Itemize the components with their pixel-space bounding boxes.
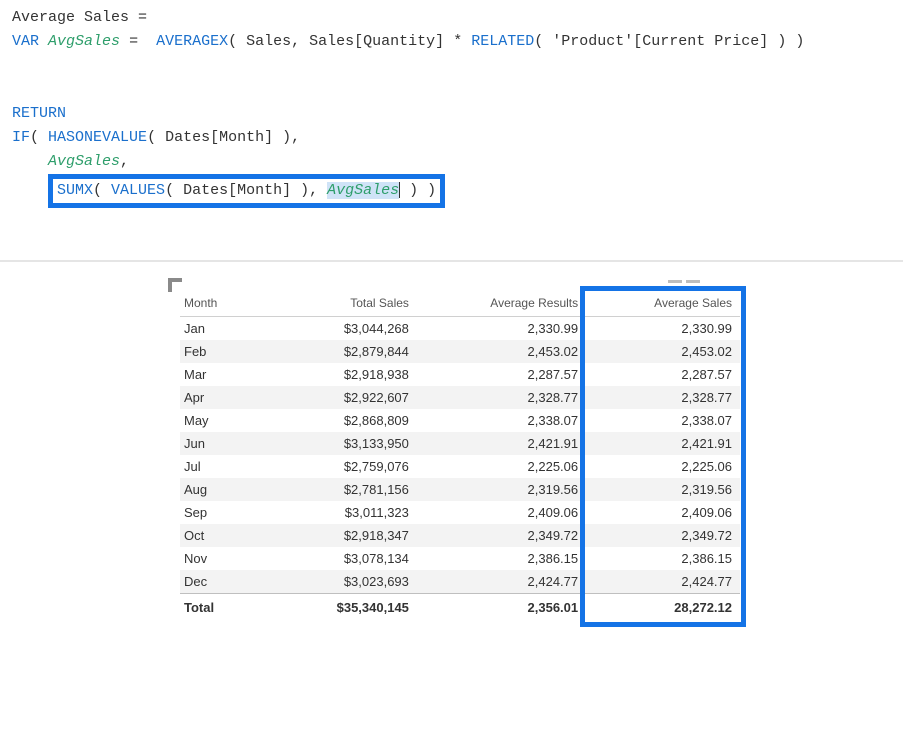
cell-avg-sales: 2,287.57 (586, 363, 740, 386)
cell-avg-sales: 2,319.56 (586, 478, 740, 501)
cell-total-sales: $2,781,156 (263, 478, 417, 501)
cell-avg-results: 2,225.06 (417, 455, 586, 478)
col-header-avg-sales[interactable]: Average Sales (586, 290, 740, 317)
cell-avg-results: 2,338.07 (417, 409, 586, 432)
cell-month: Dec (180, 570, 263, 594)
related-fn: RELATED (471, 33, 534, 50)
table-row[interactable]: Jul$2,759,0762,225.062,225.06 (180, 455, 740, 478)
cell-avg-sales: 2,328.77 (586, 386, 740, 409)
hasonevalue-fn: HASONEVALUE (48, 129, 147, 146)
cell-avg-sales: 2,424.77 (586, 570, 740, 594)
table-row[interactable]: Aug$2,781,1562,319.562,319.56 (180, 478, 740, 501)
cell-avg-sales: 2,338.07 (586, 409, 740, 432)
cell-month: Oct (180, 524, 263, 547)
cell-month: Feb (180, 340, 263, 363)
table-row[interactable]: Mar$2,918,9382,287.572,287.57 (180, 363, 740, 386)
cell-month: May (180, 409, 263, 432)
cell-month: Jan (180, 317, 263, 341)
table-visual[interactable]: Month Total Sales Average Results Averag… (180, 290, 740, 619)
cell-month: Jul (180, 455, 263, 478)
cell-avg-results: 2,409.06 (417, 501, 586, 524)
cell-avg-results: 2,287.57 (417, 363, 586, 386)
var-declare: AvgSales (48, 33, 120, 50)
cell-total-sales: $3,011,323 (263, 501, 417, 524)
cell-total-sales: $2,922,607 (263, 386, 417, 409)
cell-avg-results: 2,386.15 (417, 547, 586, 570)
cell-month: Sep (180, 501, 263, 524)
var-ref-2-selected: AvgSales (327, 182, 399, 199)
table-row[interactable]: Dec$3,023,6932,424.772,424.77 (180, 570, 740, 594)
cell-month: Aug (180, 478, 263, 501)
pane-separator (0, 260, 903, 262)
sumx-fn: SUMX (57, 182, 93, 199)
measure-name: Average Sales (12, 9, 129, 26)
cell-total-sales: $2,918,347 (263, 524, 417, 547)
total-avg-sales: 28,272.12 (586, 594, 740, 620)
col-header-total-sales[interactable]: Total Sales (263, 290, 417, 317)
cell-total-sales: $3,078,134 (263, 547, 417, 570)
cell-total-sales: $2,759,076 (263, 455, 417, 478)
cell-total-sales: $3,023,693 (263, 570, 417, 594)
cell-month: Jun (180, 432, 263, 455)
var-keyword: VAR (12, 33, 39, 50)
table-row[interactable]: Apr$2,922,6072,328.772,328.77 (180, 386, 740, 409)
table-header-row: Month Total Sales Average Results Averag… (180, 290, 740, 317)
table-body: Jan$3,044,2682,330.992,330.99Feb$2,879,8… (180, 317, 740, 594)
total-label: Total (180, 594, 263, 620)
cell-month: Apr (180, 386, 263, 409)
table-row[interactable]: May$2,868,8092,338.072,338.07 (180, 409, 740, 432)
cell-month: Mar (180, 363, 263, 386)
cell-total-sales: $2,879,844 (263, 340, 417, 363)
dax-formula-editor[interactable]: Average Sales = VAR AvgSales = AVERAGEX(… (0, 0, 903, 220)
cell-avg-sales: 2,349.72 (586, 524, 740, 547)
if-fn: IF (12, 129, 30, 146)
cell-avg-results: 2,319.56 (417, 478, 586, 501)
table-row[interactable]: Nov$3,078,1342,386.152,386.15 (180, 547, 740, 570)
selection-corner-icon (168, 278, 172, 292)
table-row[interactable]: Feb$2,879,8442,453.022,453.02 (180, 340, 740, 363)
cell-avg-results: 2,328.77 (417, 386, 586, 409)
table-row[interactable]: Oct$2,918,3472,349.722,349.72 (180, 524, 740, 547)
cell-month: Nov (180, 547, 263, 570)
table-total-row: Total $35,340,145 2,356.01 28,272.12 (180, 594, 740, 620)
cell-avg-results: 2,330.99 (417, 317, 586, 341)
cell-avg-sales: 2,421.91 (586, 432, 740, 455)
cell-avg-sales: 2,386.15 (586, 547, 740, 570)
total-avg-results: 2,356.01 (417, 594, 586, 620)
var-ref-1: AvgSales (48, 153, 120, 170)
col-header-month[interactable]: Month (180, 290, 263, 317)
col-header-avg-results[interactable]: Average Results (417, 290, 586, 317)
cell-avg-sales: 2,409.06 (586, 501, 740, 524)
cell-avg-sales: 2,225.06 (586, 455, 740, 478)
cell-avg-results: 2,349.72 (417, 524, 586, 547)
cell-avg-sales: 2,330.99 (586, 317, 740, 341)
averagex-fn: AVERAGEX (156, 33, 228, 50)
cell-total-sales: $2,918,938 (263, 363, 417, 386)
table-row[interactable]: Jan$3,044,2682,330.992,330.99 (180, 317, 740, 341)
highlighted-expression-box: SUMX( VALUES( Dates[Month] ), AvgSales )… (48, 174, 445, 208)
table-row[interactable]: Sep$3,011,3232,409.062,409.06 (180, 501, 740, 524)
cell-total-sales: $3,044,268 (263, 317, 417, 341)
total-total-sales: $35,340,145 (263, 594, 417, 620)
cell-total-sales: $2,868,809 (263, 409, 417, 432)
visual-drag-handle-icon[interactable] (668, 280, 700, 283)
cell-avg-results: 2,421.91 (417, 432, 586, 455)
cell-avg-sales: 2,453.02 (586, 340, 740, 363)
cell-avg-results: 2,424.77 (417, 570, 586, 594)
table-row[interactable]: Jun$3,133,9502,421.912,421.91 (180, 432, 740, 455)
cell-total-sales: $3,133,950 (263, 432, 417, 455)
sales-table: Month Total Sales Average Results Averag… (180, 290, 740, 619)
values-fn: VALUES (111, 182, 165, 199)
return-keyword: RETURN (12, 105, 66, 122)
cell-avg-results: 2,453.02 (417, 340, 586, 363)
